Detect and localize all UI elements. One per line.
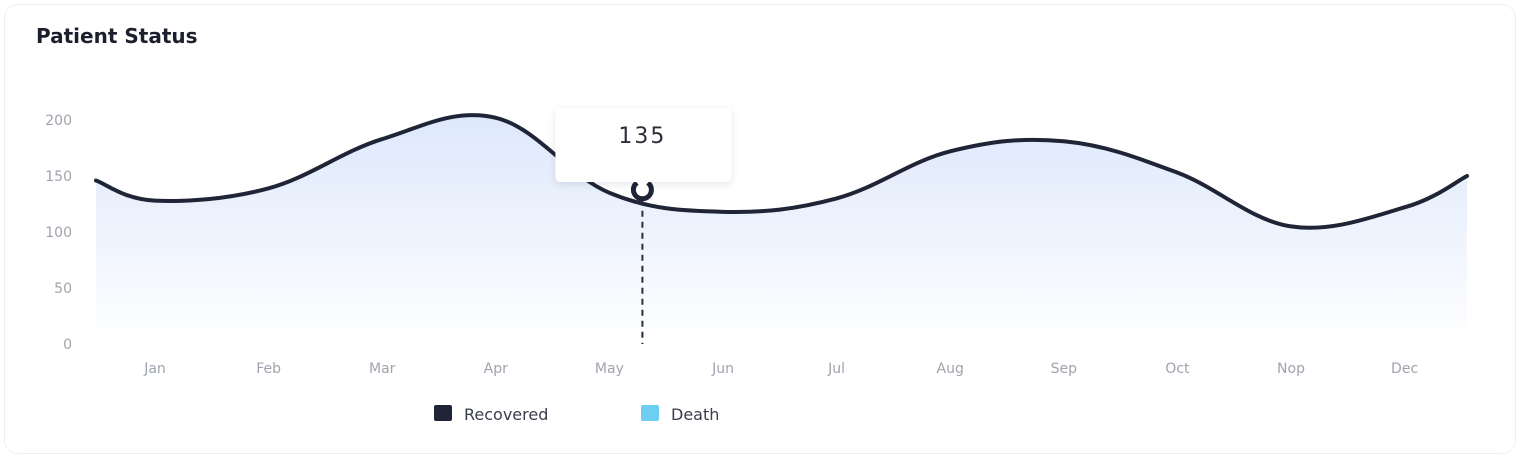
x-tick-label: Apr bbox=[484, 361, 508, 377]
x-tick-label: Jan bbox=[143, 361, 166, 377]
tooltip: 135 bbox=[555, 108, 732, 189]
x-tick-label: Oct bbox=[1165, 361, 1190, 377]
card-title: Patient Status bbox=[36, 24, 198, 48]
x-tick-label: Aug bbox=[937, 361, 964, 377]
legend-label-recovered[interactable]: Recovered bbox=[464, 405, 548, 424]
x-tick-label: Jul bbox=[827, 361, 845, 377]
y-tick-label: 150 bbox=[45, 169, 72, 185]
x-tick-label: Sep bbox=[1051, 361, 1078, 377]
x-tick-label: Jun bbox=[711, 361, 734, 377]
x-tick-label: Nop bbox=[1277, 361, 1305, 377]
legend: Recovered Death bbox=[434, 405, 719, 424]
tooltip-value: 135 bbox=[618, 124, 666, 149]
y-tick-label: 100 bbox=[45, 225, 72, 241]
series-area-recovered bbox=[96, 115, 1467, 344]
legend-label-death[interactable]: Death bbox=[671, 405, 719, 424]
x-tick-label: May bbox=[595, 361, 624, 377]
x-axis: Jan Feb Mar Apr May Jun Jul Aug Sep Oct Nop Dec bbox=[143, 361, 1418, 377]
legend-swatch-recovered bbox=[434, 405, 452, 421]
legend-swatch-death bbox=[641, 405, 659, 421]
x-tick-label: Dec bbox=[1391, 361, 1418, 377]
x-tick-label: Mar bbox=[369, 361, 396, 377]
x-tick-label: Feb bbox=[256, 361, 281, 377]
y-tick-label: 0 bbox=[63, 337, 72, 353]
y-tick-label: 200 bbox=[45, 113, 72, 129]
tooltip-arrow bbox=[635, 181, 650, 189]
tooltip-box bbox=[555, 108, 732, 182]
series-line-recovered bbox=[94, 113, 1469, 230]
y-axis: 0 50 100 150 200 bbox=[45, 113, 72, 353]
y-tick-label: 50 bbox=[54, 281, 72, 297]
